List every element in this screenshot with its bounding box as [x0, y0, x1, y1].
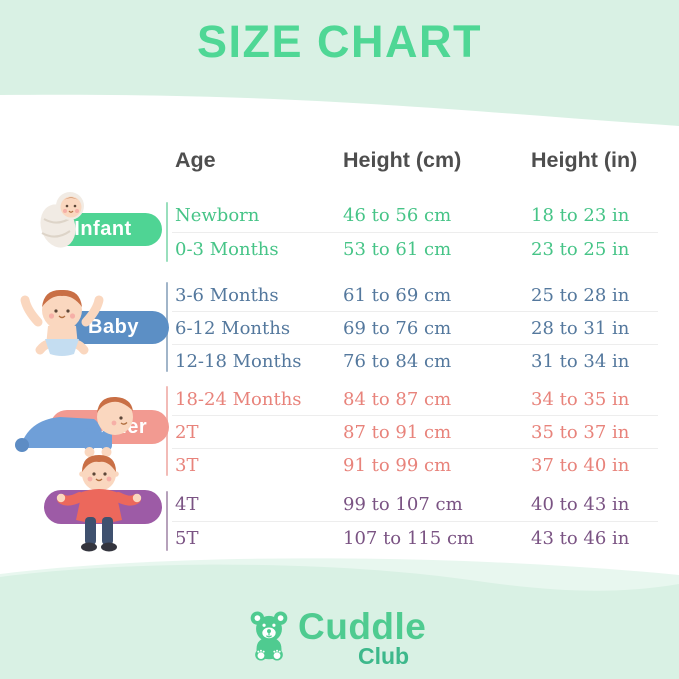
height-cm-cell: 61 to 69 cm: [343, 284, 452, 306]
infant-badge-label: Infant: [74, 218, 132, 240]
group-divider-line: [166, 202, 168, 262]
table-row: 5T 107 to 115 cm 43 to 46 in: [172, 521, 658, 555]
top-wave-decoration: [0, 0, 679, 126]
height-in-cell: 40 to 43 in: [531, 494, 630, 515]
table-row: 18-24 Months 84 to 87 cm 34 to 35 in: [172, 383, 658, 415]
age-cell: 3T: [175, 454, 199, 476]
column-header-height-in: Height (in): [531, 147, 638, 172]
table-row: Newborn 46 to 56 cm 18 to 23 in: [172, 199, 658, 232]
height-cm-cell: 91 to 99 cm: [343, 454, 452, 476]
table-row: 4T 99 to 107 cm 40 to 43 in: [172, 488, 658, 521]
column-header-age: Age: [175, 147, 216, 172]
age-cell: Newborn: [175, 205, 260, 226]
height-cm-cell: 53 to 61 cm: [343, 239, 452, 260]
table-row: 12-18 Months 76 to 84 cm 31 to 34 in: [172, 344, 658, 377]
group-baby: 3-6 Months 61 to 69 cm 25 to 28 in 6-12 …: [0, 279, 679, 375]
table-row: 0-3 Months 53 to 61 cm 23 to 25 in: [172, 232, 658, 266]
brand-name: Cuddle: [298, 606, 427, 647]
height-in-cell: 34 to 35 in: [531, 388, 630, 410]
height-in-cell: 23 to 25 in: [531, 239, 630, 260]
age-cell: 0-3 Months: [175, 239, 279, 260]
crawling-toddler-icon: [15, 396, 133, 457]
baby-badge-label: Baby: [88, 316, 139, 338]
table-row: 3T 91 to 99 cm 37 to 40 in: [172, 448, 658, 481]
table-row: 3-6 Months 61 to 69 cm 25 to 28 in: [172, 279, 658, 311]
group-kid: 4T 99 to 107 cm 40 to 43 in 5T 107 to 11…: [0, 488, 679, 554]
page-title: SIZE CHART: [197, 16, 482, 67]
age-cell: 3-6 Months: [175, 284, 279, 306]
height-in-cell: 18 to 23 in: [531, 205, 630, 226]
standing-kid-icon: [56, 455, 142, 552]
brand-logo: Cuddle Club: [244, 605, 444, 671]
teddy-bear-icon: [250, 611, 288, 661]
height-in-cell: 35 to 37 in: [531, 421, 630, 443]
table-header-row: Age Height (cm) Height (in): [172, 143, 658, 177]
table-row: 2T 87 to 91 cm 35 to 37 in: [172, 415, 658, 448]
height-cm-cell: 84 to 87 cm: [343, 388, 452, 410]
height-in-cell: 37 to 40 in: [531, 454, 630, 476]
age-cell: 6-12 Months: [175, 317, 291, 339]
height-in-cell: 43 to 46 in: [531, 528, 630, 549]
height-cm-cell: 87 to 91 cm: [343, 421, 452, 443]
height-cm-cell: 99 to 107 cm: [343, 494, 463, 515]
age-cell: 4T: [175, 494, 199, 515]
bottom-wave-decoration: [0, 558, 679, 679]
brand-subname: Club: [358, 643, 410, 669]
sitting-baby-icon: [20, 289, 104, 356]
height-in-cell: 28 to 31 in: [531, 317, 630, 339]
age-cell: 2T: [175, 421, 199, 443]
group-toddler: 18-24 Months 84 to 87 cm 34 to 35 in 2T …: [0, 383, 679, 479]
column-header-height-cm: Height (cm): [343, 147, 462, 172]
height-in-cell: 25 to 28 in: [531, 284, 630, 306]
age-cell: 18-24 Months: [175, 388, 302, 410]
height-cm-cell: 76 to 84 cm: [343, 350, 452, 372]
height-in-cell: 31 to 34 in: [531, 350, 630, 372]
height-cm-cell: 69 to 76 cm: [343, 317, 452, 339]
age-cell: 12-18 Months: [175, 350, 302, 372]
table-row: 6-12 Months 69 to 76 cm 28 to 31 in: [172, 311, 658, 344]
height-cm-cell: 107 to 115 cm: [343, 528, 475, 549]
swaddled-infant-icon: [40, 192, 84, 248]
group-divider-line: [166, 491, 168, 551]
height-cm-cell: 46 to 56 cm: [343, 205, 452, 226]
age-cell: 5T: [175, 528, 199, 549]
group-infant: Newborn 46 to 56 cm 18 to 23 in 0-3 Mont…: [0, 199, 679, 265]
